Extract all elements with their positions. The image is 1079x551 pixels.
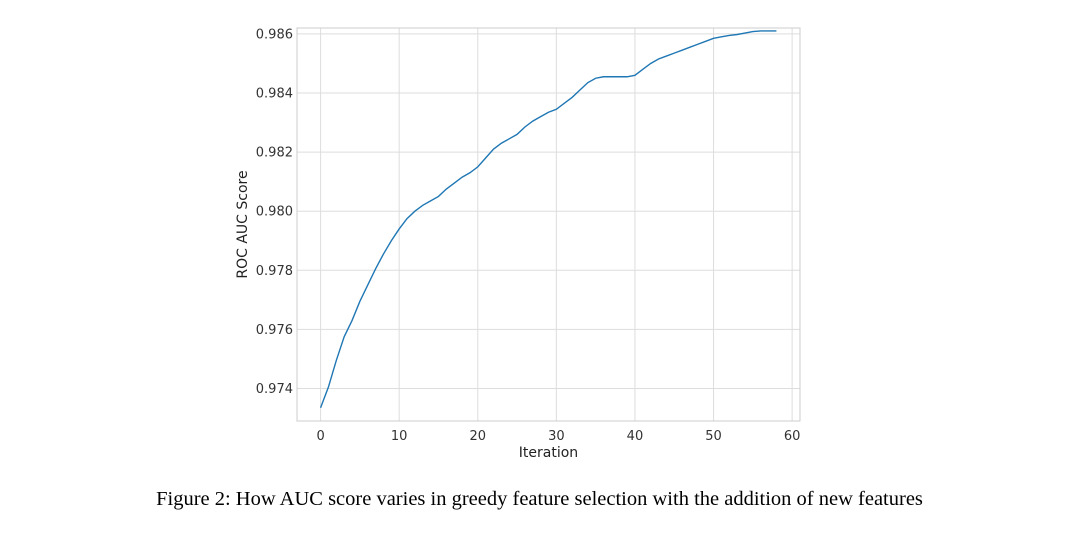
- x-tick-label: 40: [627, 429, 644, 444]
- grid-y: [297, 33, 800, 389]
- y-tick-label: 0.976: [256, 323, 293, 338]
- x-tick-label: 20: [469, 429, 486, 444]
- y-tick-label: 0.982: [256, 146, 293, 161]
- line-chart: 0 10 20 30 40 50 60 0.9740.9760.9780.9800.9820…: [235, 27, 801, 461]
- y-tick-label: 0.974: [256, 382, 293, 397]
- figure-caption: Figure 2: How AUC score varies in greedy…: [156, 488, 923, 510]
- x-tick-label: 10: [391, 429, 408, 444]
- grid-x: [320, 28, 793, 421]
- y-tick-labels: 0.974 0.976 0.978 0.980 0.982 0.984 0.986: [256, 27, 293, 397]
- x-tick-label: 50: [705, 429, 722, 444]
- x-tick-label: 60: [784, 429, 801, 444]
- series-line: [319, 30, 777, 408]
- y-tick-label: 0.986: [256, 27, 293, 42]
- y-tick-label: 0.978: [256, 264, 293, 279]
- y-axis-title: ROC AUC Score: [235, 170, 251, 278]
- x-tick-label: 30: [548, 429, 565, 444]
- x-axis-title: Iteration: [519, 445, 578, 461]
- x-tick-label: 0: [316, 429, 324, 444]
- y-tick-label: 0.980: [256, 205, 293, 220]
- y-tick-label: 0.984: [256, 87, 293, 102]
- plot-frame: [296, 27, 801, 422]
- x-tick-labels: 0 10 20 30 40 50 60: [316, 429, 800, 444]
